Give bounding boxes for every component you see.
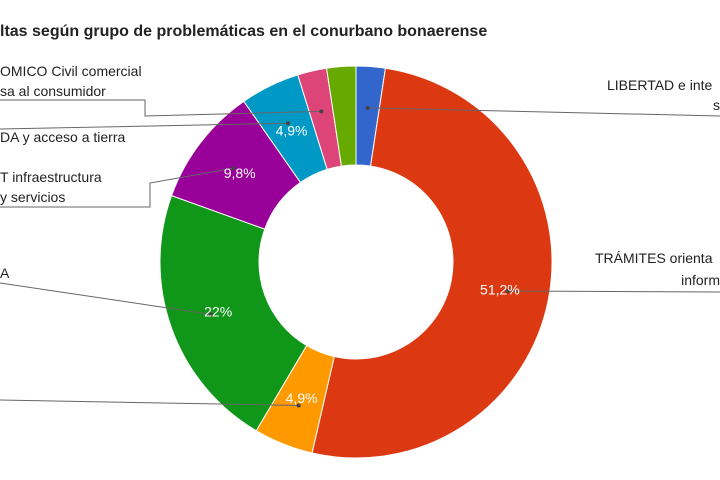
leader-dot — [365, 105, 370, 110]
leader-line — [0, 399, 299, 406]
slice-percent-label: 9,8% — [224, 165, 256, 181]
slice-category-label: s — [713, 97, 720, 113]
slice-category-label: TRÁMITES orienta — [595, 250, 713, 266]
leader-line — [367, 107, 720, 117]
leader-line — [0, 167, 234, 208]
slice-percent-label: 4,9% — [276, 122, 308, 138]
donut-slice-4 — [159, 194, 308, 432]
slice-category-label: LIBERTAD e inte — [607, 77, 713, 93]
slice-category-label: sa al consumidor — [0, 83, 106, 99]
donut-slice-2 — [311, 67, 553, 459]
donut-slice-8 — [325, 65, 357, 167]
leader-dot — [208, 312, 213, 317]
leader-dot — [296, 403, 301, 408]
leader-line — [0, 99, 322, 117]
leader-dot — [505, 288, 510, 293]
slice-category-label: T infraestructura — [0, 169, 102, 185]
slice-percent-label: 22% — [204, 304, 232, 320]
chart-title: ltas según grupo de problemáticas en el … — [0, 23, 487, 40]
slice-category-label: OMICO Civil comercial — [0, 63, 142, 79]
slice-percent-label: 4,9% — [286, 390, 318, 406]
slice-category-label: A — [0, 265, 10, 281]
slice-percent-label: 51,2% — [480, 281, 520, 297]
leader-dot — [319, 109, 324, 114]
slice-category-label: DA y acceso a tierra — [0, 129, 125, 145]
leader-dot — [286, 121, 291, 126]
leader-dot — [231, 166, 236, 171]
slice-category-label: y servicios — [0, 189, 65, 205]
slice-category-label: inform — [681, 272, 720, 288]
leader-line — [507, 290, 720, 293]
leader-line — [0, 282, 211, 315]
leader-line — [0, 122, 289, 130]
